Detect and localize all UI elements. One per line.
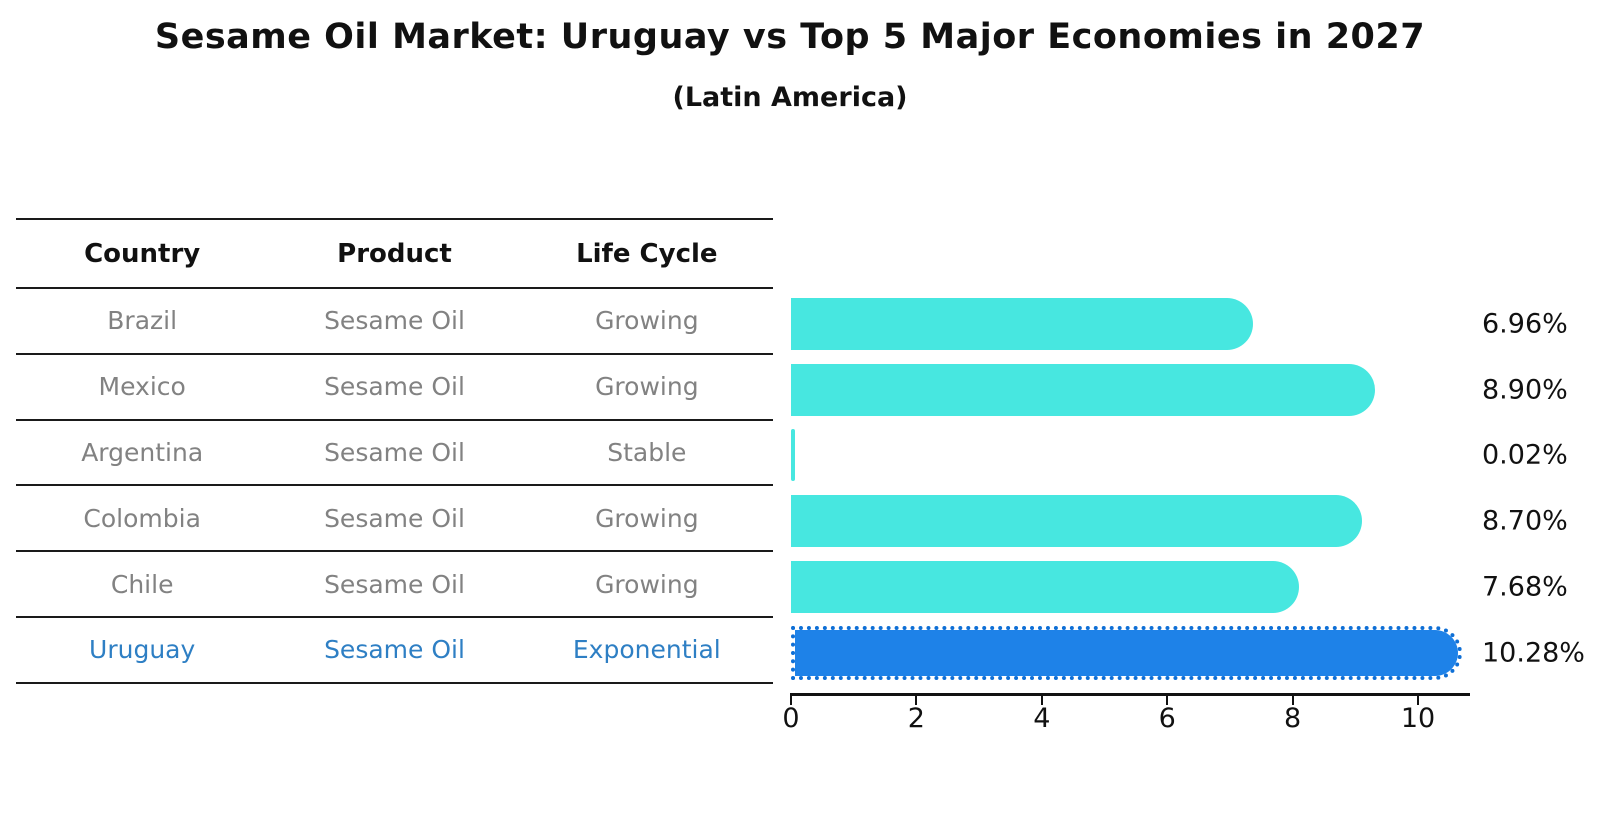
bar-uruguay [791,625,1462,680]
value-label-mexico: 8.90% [1482,374,1568,406]
table-header-life-cycle: Life Cycle [576,238,718,269]
table-row-colombia: Colombia Sesame Oil Growing [16,486,773,553]
table-cell-country: Argentina [81,437,204,467]
table-row-mexico: Mexico Sesame Oil Growing [16,355,773,421]
value-label-colombia: 8.70% [1482,505,1568,537]
table-cell-life-cycle: Growing [595,503,699,533]
value-label-chile: 7.68% [1482,571,1568,603]
table-cell-life-cycle: Exponential [572,635,721,665]
table-row-brazil: Brazil Sesame Oil Growing [16,289,773,355]
table-row-argentina: Argentina Sesame Oil Stable [16,421,773,487]
bar-mexico [791,363,1376,416]
table-header-product: Product [337,238,452,269]
bar-chile [791,560,1299,613]
bar-brazil [791,298,1254,350]
table-cell-product: Sesame Oil [324,569,465,599]
table-header-row: Country Product Life Cycle [16,218,773,289]
x-axis-tick [1166,696,1169,705]
table-cell-life-cycle: Growing [595,306,699,336]
chart-title: Sesame Oil Market: Uruguay vs Top 5 Majo… [154,17,1426,57]
table-body: Brazil Sesame Oil Growing Mexico Sesame Oil G… [16,289,773,684]
x-axis-tick [1040,696,1043,705]
table-cell-product: Sesame Oil [324,306,465,336]
table-cell-life-cycle: Growing [595,372,699,402]
table-cell-country: Colombia [83,503,201,533]
comparison-table: Country Product Life Cycle Brazil Sesame … [16,218,773,684]
table-cell-country: Brazil [107,306,178,336]
table-cell-product: Sesame Oil [324,372,465,402]
table-cell-product: Sesame Oil [324,437,465,467]
x-axis-tick-label: 6 [1158,703,1176,734]
bar-argentina [791,429,795,482]
x-axis [790,693,1470,696]
x-axis-tick [1417,696,1419,705]
table-cell-life-cycle: Growing [595,569,699,599]
value-label-brazil: 6.96% [1482,308,1568,340]
table-header-country: Country [84,238,201,269]
table-cell-country: Chile [110,569,174,599]
chart-subtitle: (Latin America) [672,82,908,113]
table-cell-product: Sesame Oil [324,635,465,665]
value-label-uruguay: 10.28% [1482,637,1585,668]
x-axis-tick [790,696,792,705]
x-axis-tick [1291,696,1294,705]
x-axis-tick-label: 4 [1033,703,1051,734]
table-cell-life-cycle: Stable [607,437,687,467]
table-cell-country: Mexico [98,372,186,402]
x-axis-tick [915,696,918,705]
table-row-uruguay: Uruguay Sesame Oil Exponential [16,618,773,684]
table-cell-product: Sesame Oil [324,503,465,533]
x-axis-tick-label: 10 [1400,703,1436,734]
bar-colombia [791,495,1363,548]
value-label-argentina: 0.02% [1482,439,1568,471]
x-axis-tick-label: 0 [782,703,800,734]
table-row-chile: Chile Sesame Oil Growing [16,552,773,618]
x-axis-tick-label: 8 [1284,703,1302,734]
table-cell-country: Uruguay [89,635,196,665]
x-axis-tick-label: 2 [907,703,925,734]
